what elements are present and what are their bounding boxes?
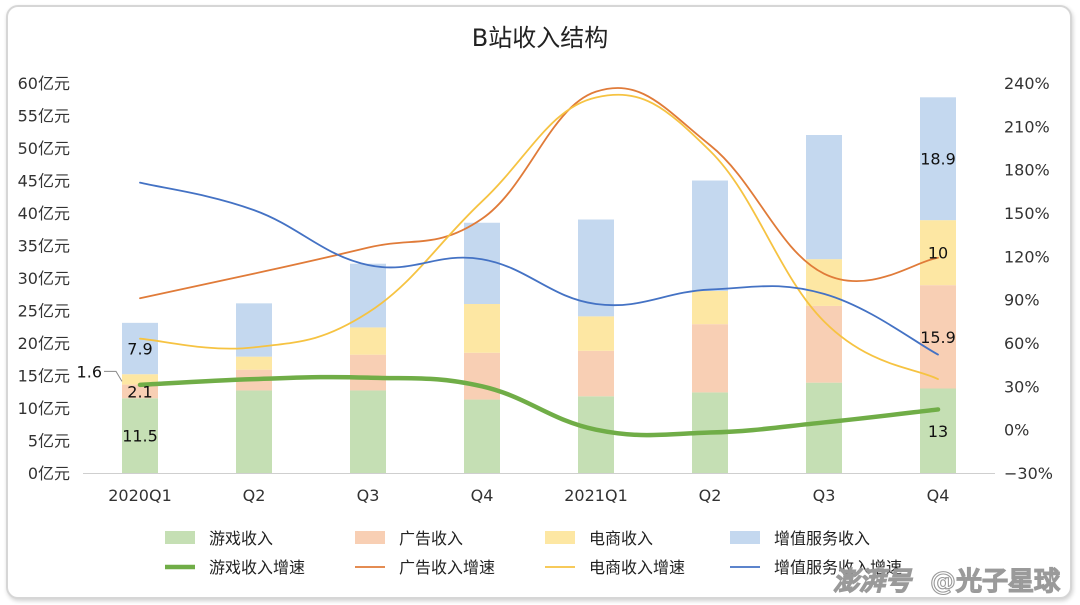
bar-0-2 — [350, 390, 386, 473]
y-left-tick: 35亿元 — [18, 237, 70, 256]
bar-2-3 — [464, 304, 500, 353]
y-left-tick: 10亿元 — [18, 399, 70, 418]
chart-title: B站收入结构 — [472, 24, 608, 52]
y-right-tick: 150% — [1004, 204, 1050, 223]
legend-label: 增值服务收入增速 — [774, 558, 902, 577]
x-tick: Q2 — [699, 486, 722, 505]
bar-0-4 — [578, 396, 614, 473]
watermark-author: @光子星球 — [930, 567, 1061, 597]
bar-0-1 — [236, 390, 272, 473]
y-left-tick: 20亿元 — [18, 334, 70, 353]
bar-3-4 — [578, 219, 614, 317]
y-left-tick: 45亿元 — [18, 172, 70, 191]
watermark-site: 澎湃号 — [833, 567, 913, 597]
bar-1-7 — [920, 285, 956, 389]
bar-2-1 — [236, 356, 272, 370]
y-left-tick: 55亿元 — [18, 107, 70, 126]
bar-3-0 — [122, 322, 158, 375]
y-left-tick: 30亿元 — [18, 269, 70, 288]
bar-2-2 — [350, 327, 386, 355]
y-left-tick: 5亿元 — [28, 432, 70, 451]
bar-0-3 — [464, 399, 500, 473]
bar-1-4 — [578, 350, 614, 397]
x-tick: Q4 — [927, 486, 950, 505]
y-left-tick: 60亿元 — [18, 74, 70, 93]
data-label: 2.1 — [127, 382, 152, 401]
y-right-tick: 30% — [1004, 377, 1040, 396]
bar-0-0 — [122, 398, 158, 473]
y-left-tick: 0亿元 — [28, 464, 70, 483]
bar-2-4 — [578, 316, 614, 351]
bar-1-6 — [806, 305, 842, 383]
x-tick: 2021Q1 — [564, 486, 628, 505]
legend-label: 广告收入 — [399, 529, 463, 548]
y-right-tick: 0% — [1004, 421, 1029, 440]
y-right-tick: 180% — [1004, 161, 1050, 180]
legend-swatch — [545, 531, 575, 544]
y-right-tick: 240% — [1004, 74, 1050, 93]
y-right-tick: −30% — [1004, 464, 1053, 483]
y-left-tick: 15亿元 — [18, 367, 70, 386]
x-tick: Q3 — [357, 486, 380, 505]
data-label: 11.5 — [122, 427, 158, 446]
line-2 — [139, 93, 939, 381]
legend-label: 广告收入增速 — [399, 558, 495, 577]
bar-3-5 — [692, 180, 728, 291]
y-left-tick: 40亿元 — [18, 204, 70, 223]
y-left-tick: 50亿元 — [18, 139, 70, 158]
data-label: 10 — [928, 244, 948, 263]
x-tick: Q3 — [813, 486, 836, 505]
bar-1-0 — [122, 384, 158, 399]
x-tick: Q4 — [471, 486, 494, 505]
data-label: 13 — [928, 422, 948, 441]
bar-2-0 — [122, 374, 158, 385]
legend-swatch — [355, 531, 385, 544]
bar-0-7 — [920, 388, 956, 473]
bar-3-6 — [806, 135, 842, 260]
line-1 — [139, 87, 939, 300]
data-label: 1.6 — [77, 362, 102, 381]
bar-3-3 — [464, 222, 500, 304]
bar-0-6 — [806, 382, 842, 473]
legend-label: 增值服务收入 — [774, 529, 870, 548]
x-tick: Q2 — [243, 486, 266, 505]
y-right-tick: 210% — [1004, 117, 1050, 136]
data-label: 7.9 — [127, 340, 152, 359]
bar-2-7 — [920, 220, 956, 286]
x-tick: 2020Q1 — [108, 486, 172, 505]
legend-swatch — [730, 531, 760, 544]
y-right-tick: 90% — [1004, 291, 1040, 310]
y-right-tick: 60% — [1004, 334, 1040, 353]
legend-label: 游戏收入增速 — [209, 558, 305, 577]
leader-line — [104, 370, 123, 382]
bar-1-2 — [350, 354, 386, 391]
y-right-tick: 120% — [1004, 247, 1050, 266]
legend-label: 游戏收入 — [209, 529, 273, 548]
legend-label: 电商收入增速 — [589, 558, 685, 577]
legend-swatch — [165, 531, 195, 544]
data-label: 18.9 — [920, 150, 956, 169]
y-left-tick: 25亿元 — [18, 302, 70, 321]
chart-card — [6, 5, 1072, 599]
bar-2-5 — [692, 291, 728, 325]
line-0 — [137, 374, 941, 438]
legend-label: 电商收入 — [589, 529, 653, 548]
bar-3-7 — [920, 97, 956, 221]
bar-3-2 — [350, 263, 386, 328]
data-label: 15.9 — [920, 328, 956, 347]
line-3 — [139, 181, 939, 356]
bar-1-5 — [692, 324, 728, 393]
bar-1-3 — [464, 352, 500, 400]
